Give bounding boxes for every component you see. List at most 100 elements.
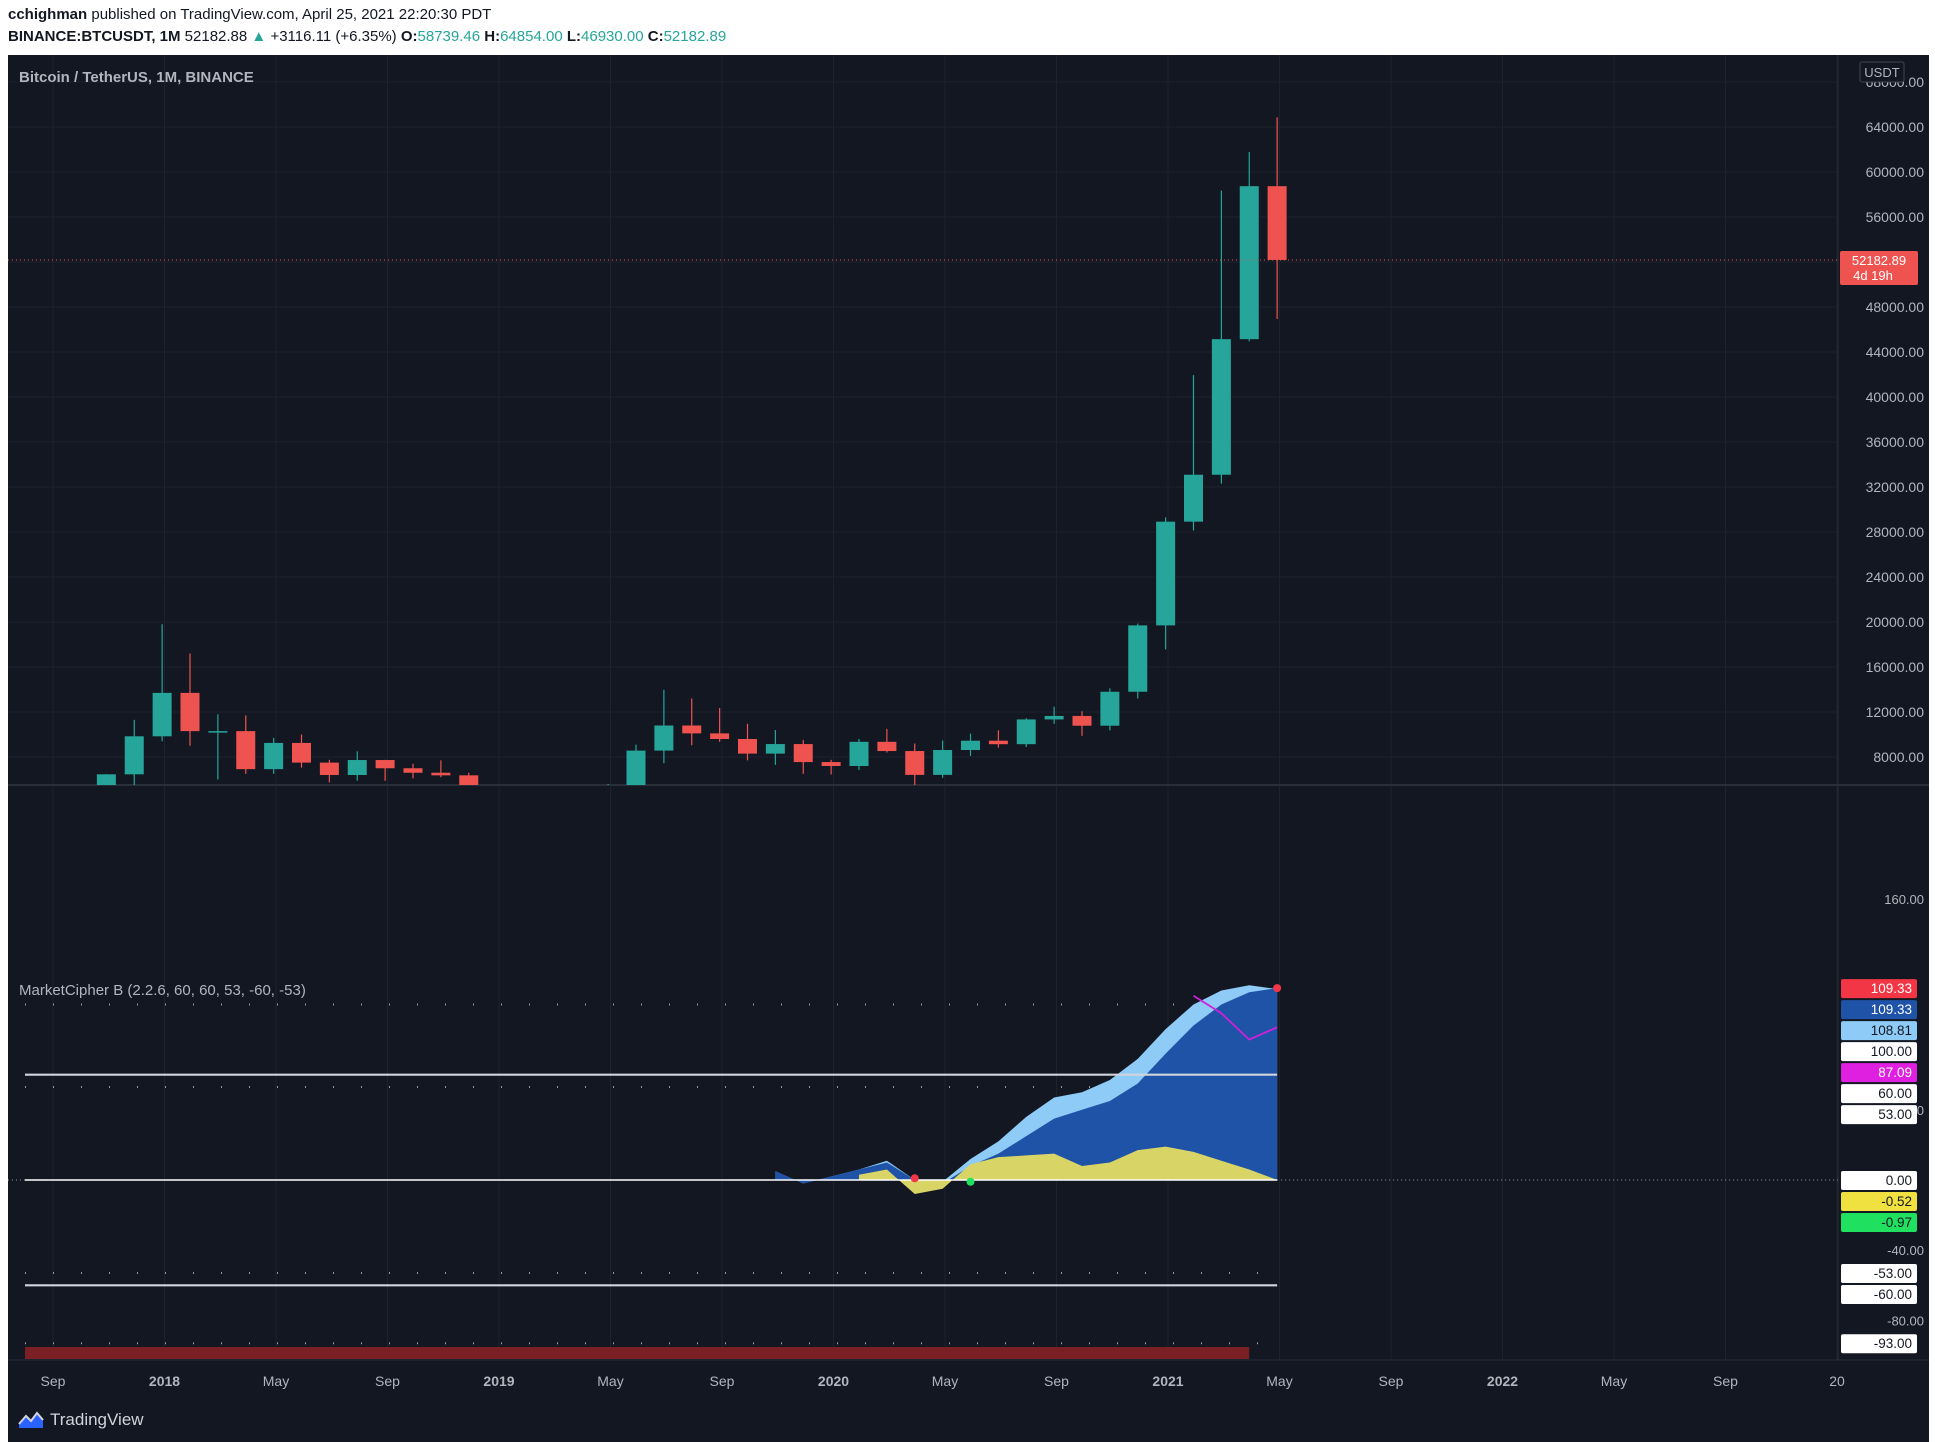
open-value: 58739.46 <box>417 28 481 45</box>
last-price-value: 52182.89 <box>1852 253 1906 268</box>
candle-body <box>459 775 479 785</box>
wave-trend <box>8 984 1838 1359</box>
candle-body <box>849 741 869 766</box>
divergence-strip <box>25 1347 1250 1359</box>
value-tag-text: 53.00 <box>1878 1107 1912 1122</box>
currency-label[interactable]: USDT <box>1864 65 1899 80</box>
candle-body <box>236 731 256 770</box>
value-tag <box>1841 1264 1917 1284</box>
time-tick-label: 2022 <box>1487 1373 1518 1389</box>
currency-button[interactable] <box>1859 61 1905 83</box>
candle-countdown: 4d 19h <box>1853 268 1893 283</box>
wave-dark-area <box>775 988 1278 1184</box>
time-tick-label: May <box>932 1373 958 1389</box>
time-tick-label: May <box>1601 1373 1627 1389</box>
candle-body <box>152 692 172 737</box>
value-tag <box>1841 1213 1917 1232</box>
price-tick-label: 48000.00 <box>1866 299 1925 315</box>
value-tag-text: 100.00 <box>1871 1044 1912 1059</box>
publish-info: cchighman published on TradingView.com, … <box>8 6 491 23</box>
candle-body <box>264 742 284 770</box>
candle-body <box>1156 521 1176 626</box>
value-tag-text: 109.33 <box>1871 1002 1912 1017</box>
value-tag <box>1841 1000 1917 1020</box>
value-tag <box>1841 1084 1917 1104</box>
candle-body <box>319 762 339 775</box>
symbol-name: BINANCE:BTCUSDT, 1M <box>8 28 181 45</box>
candle-body <box>69 794 88 798</box>
price-tick-label: 56000.00 <box>1866 209 1925 225</box>
time-tick-label: 2020 <box>818 1373 849 1389</box>
value-tag <box>1841 1285 1917 1305</box>
value-tag <box>1841 979 1917 999</box>
candle-body <box>1128 625 1148 692</box>
price-tick-label: 28000.00 <box>1866 524 1925 540</box>
time-tick-label: Sep <box>375 1373 400 1389</box>
candle-body <box>988 740 1008 745</box>
price-tick-label: 32000.00 <box>1866 479 1925 495</box>
candle-body <box>821 762 841 766</box>
price-tick-label: 40000.00 <box>1866 389 1925 405</box>
low-label: L: <box>566 28 582 45</box>
price-tick-label: 12000.00 <box>1866 704 1925 720</box>
candle-body <box>347 760 367 775</box>
candle-body <box>710 733 730 739</box>
value-tag-text: -53.00 <box>1874 1266 1912 1281</box>
candle-body <box>571 801 590 804</box>
time-tick-label: May <box>597 1373 623 1389</box>
candle-body <box>1044 715 1064 720</box>
candle-body <box>515 805 534 808</box>
candle-body <box>793 744 813 763</box>
time-tick-label: Sep <box>1713 1373 1738 1389</box>
brand-name[interactable]: TradingView <box>50 1410 144 1429</box>
candle-body <box>1239 186 1259 340</box>
candle-body <box>1211 339 1231 475</box>
low-value: 46930.00 <box>581 28 644 45</box>
price-tick-label: 60000.00 <box>1866 164 1925 180</box>
value-tag-text: -0.52 <box>1881 1194 1912 1209</box>
signal-dot <box>910 1174 919 1183</box>
time-tick-label: 2021 <box>1152 1373 1183 1389</box>
value-tag <box>1841 1171 1917 1190</box>
value-tag-text: -60.00 <box>1874 1287 1912 1302</box>
rsi-line <box>1193 994 1278 1041</box>
value-tag-text: 109.33 <box>1871 981 1912 996</box>
publisher-name[interactable]: cchighman <box>8 6 88 23</box>
candle-body <box>654 725 674 751</box>
value-tag-text: 0.00 <box>1886 1173 1912 1188</box>
time-tick-label: May <box>1266 1373 1292 1389</box>
high-value: 64854.00 <box>500 28 563 45</box>
time-tick-label: 2019 <box>483 1373 514 1389</box>
candle-body <box>431 772 451 776</box>
open-label: O: <box>400 28 418 45</box>
candle-body <box>905 751 925 775</box>
price-tick-label: 64000.00 <box>1866 119 1925 135</box>
candle-body <box>877 741 897 752</box>
price-change: +3116.11 (+6.35%) <box>270 28 397 45</box>
candle-body <box>961 740 980 751</box>
money-flow-area <box>859 1146 1278 1195</box>
time-tick-label: May <box>263 1373 289 1389</box>
candle-body <box>682 725 702 734</box>
time-tick-label: Sep <box>710 1373 735 1389</box>
candle-body <box>1100 691 1120 726</box>
value-tag <box>1841 1105 1917 1125</box>
time-tick-label: 2018 <box>149 1373 180 1389</box>
price-tick-label: 20000.00 <box>1866 614 1925 630</box>
candle-body <box>1267 186 1287 260</box>
value-tag-text: 87.09 <box>1878 1065 1912 1080</box>
value-tag <box>1841 1042 1917 1062</box>
candle-group <box>41 117 1287 808</box>
candle-body <box>180 692 200 732</box>
candle-body <box>41 794 60 799</box>
published-text: published on TradingView.com, April 25, … <box>91 6 492 23</box>
high-label: H: <box>484 28 501 45</box>
candle-body <box>1016 719 1036 745</box>
signal-dot <box>1273 984 1282 993</box>
candles <box>41 117 1287 808</box>
last-price: 52182.88 <box>184 28 248 45</box>
candle-body <box>96 774 116 785</box>
candle-body <box>626 750 646 785</box>
